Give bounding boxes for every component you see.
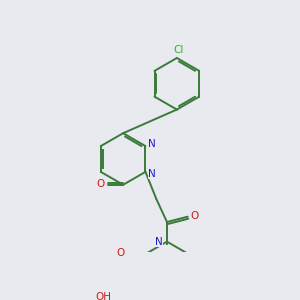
Text: N: N (155, 237, 163, 247)
Text: O: O (191, 211, 199, 221)
Text: OH: OH (95, 292, 111, 300)
Text: O: O (97, 179, 105, 189)
Text: N: N (148, 169, 156, 179)
Text: N: N (148, 139, 156, 149)
Text: Cl: Cl (173, 45, 184, 55)
Text: O: O (116, 248, 125, 258)
